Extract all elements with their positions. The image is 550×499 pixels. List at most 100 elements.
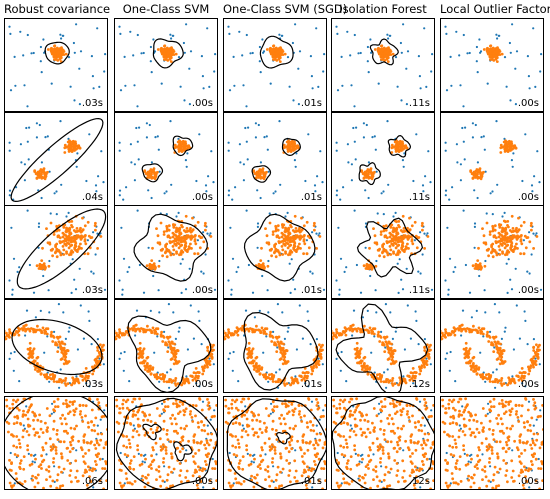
inlier-point <box>532 346 535 349</box>
inlier-point <box>52 461 55 464</box>
inlier-point <box>311 369 315 373</box>
inlier-point <box>224 338 225 341</box>
inlier-point <box>22 324 26 328</box>
inlier-point <box>196 376 200 380</box>
outlier-point <box>473 225 476 228</box>
inlier-point <box>204 453 208 457</box>
outlier-point <box>186 348 189 351</box>
inlier-point <box>398 240 401 243</box>
outlier-point <box>294 23 297 26</box>
inlier-point <box>277 335 281 339</box>
inlier-point <box>370 177 374 181</box>
outlier-point <box>184 159 187 162</box>
outlier-point <box>19 30 22 33</box>
outlier-point <box>26 140 29 143</box>
inlier-point <box>200 440 203 444</box>
inlier-point <box>148 262 152 266</box>
inlier-point <box>124 472 128 475</box>
inlier-point <box>178 410 182 414</box>
inlier-point <box>528 240 532 244</box>
inlier-point <box>61 48 65 52</box>
inlier-point <box>227 330 231 334</box>
outlier-point <box>160 82 163 85</box>
inlier-point <box>380 58 383 61</box>
inlier-point <box>376 377 380 381</box>
outlier-point <box>62 311 65 314</box>
inlier-point <box>67 235 70 239</box>
inlier-point <box>25 430 29 433</box>
inlier-point <box>155 407 159 410</box>
outlier-point <box>200 343 203 346</box>
inlier-point <box>385 335 389 339</box>
inlier-point <box>508 142 512 146</box>
inlier-point <box>90 236 94 239</box>
outlier-point <box>353 209 356 212</box>
inlier-point <box>193 471 197 474</box>
inlier-point <box>125 421 129 425</box>
inlier-point <box>66 459 70 462</box>
inlier-point <box>147 465 151 468</box>
inlier-point <box>32 418 35 422</box>
outlier-point <box>125 186 128 189</box>
inlier-point <box>172 224 175 227</box>
outlier-point <box>339 257 343 260</box>
inlier-point <box>76 380 80 383</box>
inlier-point <box>88 468 92 472</box>
inlier-point <box>487 340 491 343</box>
inlier-point <box>380 44 383 48</box>
inlier-point <box>120 484 123 488</box>
outlier-point <box>189 50 193 53</box>
decision-boundary <box>356 217 424 278</box>
outlier-point <box>135 309 139 312</box>
outlier-point <box>177 211 180 214</box>
outlier-point <box>163 465 166 468</box>
inlier-point <box>143 170 147 173</box>
inlier-point <box>173 143 177 147</box>
scatter-plot <box>115 397 217 489</box>
outlier-point <box>361 316 364 319</box>
outlier-point <box>479 351 482 354</box>
outlier-point <box>524 319 527 322</box>
inlier-point <box>332 338 333 341</box>
inlier-point <box>205 439 209 442</box>
inlier-point <box>496 357 500 361</box>
outlier-point <box>9 32 12 35</box>
inlier-point <box>51 479 55 483</box>
inlier-point <box>52 427 55 431</box>
inlier-point <box>39 420 43 423</box>
inlier-point <box>496 351 500 354</box>
outlier-point <box>145 136 148 139</box>
outlier-point <box>42 38 45 41</box>
inlier-point <box>178 253 181 257</box>
inlier-point <box>210 432 214 436</box>
outlier-point <box>290 258 293 261</box>
outlier-point <box>169 120 172 123</box>
outlier-point <box>150 161 153 164</box>
inlier-point <box>180 149 184 153</box>
inlier-point <box>356 361 359 365</box>
inlier-point <box>172 429 176 433</box>
inlier-point <box>418 365 421 369</box>
outlier-point <box>503 137 506 140</box>
inlier-point <box>360 359 364 363</box>
inlier-point <box>90 420 93 423</box>
outlier-point <box>423 27 426 30</box>
inlier-point <box>532 349 536 352</box>
inlier-point <box>510 230 514 234</box>
inlier-point <box>175 252 178 255</box>
inlier-point <box>510 147 514 151</box>
inlier-point <box>247 346 251 350</box>
inlier-point <box>131 435 135 439</box>
outlier-point <box>343 270 346 273</box>
outlier-point <box>288 85 291 88</box>
outlier-point <box>401 159 404 162</box>
inlier-point <box>280 231 284 235</box>
inlier-point <box>210 345 214 349</box>
inlier-point <box>535 235 539 238</box>
inlier-point <box>206 365 209 369</box>
inlier-point <box>123 453 127 456</box>
inlier-point <box>532 365 535 369</box>
inlier-point <box>460 329 463 333</box>
inlier-point <box>517 235 521 239</box>
inlier-point <box>235 326 239 330</box>
